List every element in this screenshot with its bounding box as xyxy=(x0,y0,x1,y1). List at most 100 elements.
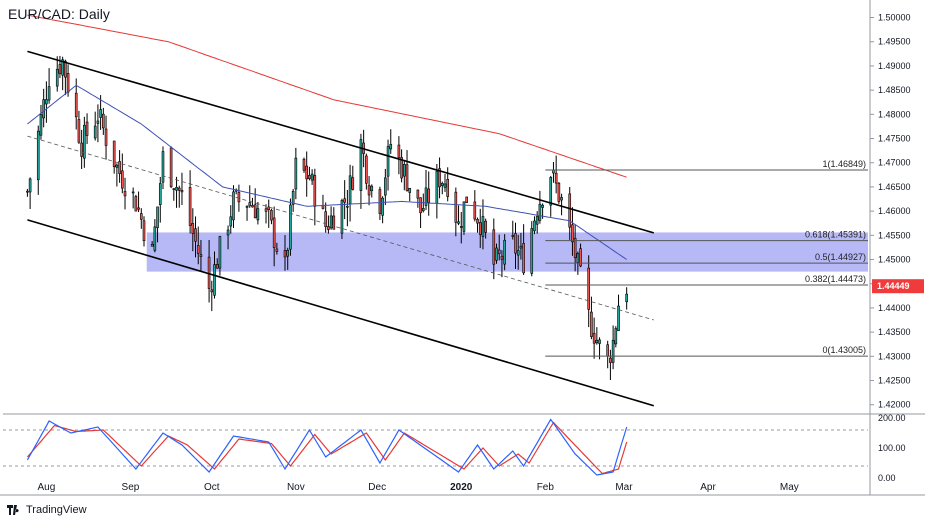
candle[interactable] xyxy=(595,327,599,345)
candle[interactable] xyxy=(245,205,249,221)
candle[interactable] xyxy=(308,166,311,181)
candle[interactable] xyxy=(58,55,62,79)
candle[interactable] xyxy=(161,146,165,190)
candle[interactable] xyxy=(256,201,260,225)
candle[interactable] xyxy=(522,224,525,276)
candle[interactable] xyxy=(264,204,268,224)
candle[interactable] xyxy=(80,129,83,170)
tradingview-brand[interactable]: TradingView xyxy=(6,503,87,517)
candle[interactable] xyxy=(568,187,572,240)
candle[interactable] xyxy=(169,146,173,189)
candle[interactable] xyxy=(310,169,314,185)
candle[interactable] xyxy=(386,139,390,191)
candle[interactable] xyxy=(253,188,257,219)
candle[interactable] xyxy=(609,349,612,380)
candle[interactable] xyxy=(378,186,382,220)
candle[interactable] xyxy=(99,95,102,130)
candle[interactable] xyxy=(153,219,157,253)
candle[interactable] xyxy=(83,116,86,168)
candle[interactable] xyxy=(324,202,327,233)
candle[interactable] xyxy=(215,258,219,269)
candle[interactable] xyxy=(495,243,498,264)
candle[interactable] xyxy=(42,88,45,128)
candle[interactable] xyxy=(497,234,501,261)
candle[interactable] xyxy=(592,317,596,359)
candle[interactable] xyxy=(134,194,138,212)
candle[interactable] xyxy=(150,241,154,247)
candle[interactable] xyxy=(96,104,100,143)
candle[interactable] xyxy=(218,235,222,276)
candle[interactable] xyxy=(294,147,298,200)
candle[interactable] xyxy=(462,201,466,235)
candle[interactable] xyxy=(267,199,271,228)
candle[interactable] xyxy=(112,140,116,174)
candlesticks[interactable] xyxy=(26,55,628,380)
candle[interactable] xyxy=(590,296,593,340)
candle[interactable] xyxy=(199,240,203,272)
candle[interactable] xyxy=(459,212,463,244)
candle[interactable] xyxy=(381,196,384,224)
candle[interactable] xyxy=(302,157,306,173)
candle[interactable] xyxy=(177,185,181,208)
candle[interactable] xyxy=(454,187,458,237)
candle[interactable] xyxy=(617,294,620,331)
candle[interactable] xyxy=(500,250,504,278)
candle[interactable] xyxy=(329,206,333,230)
candle[interactable] xyxy=(465,196,468,204)
candle[interactable] xyxy=(408,187,412,202)
candle[interactable] xyxy=(36,125,40,195)
price-axis[interactable]: 1.50000 1.49500 1.49000 1.48500 1.48000 1.475… xyxy=(870,13,924,410)
candle[interactable] xyxy=(438,157,441,199)
stochastic-panel[interactable]: 200.00 100.00 0.00 xyxy=(3,413,906,483)
candle[interactable] xyxy=(123,177,127,210)
candle[interactable] xyxy=(351,165,355,191)
candle[interactable] xyxy=(538,190,542,224)
candle[interactable] xyxy=(191,208,195,252)
candle[interactable] xyxy=(291,188,295,212)
candle[interactable] xyxy=(55,56,59,92)
candle[interactable] xyxy=(28,177,32,210)
candle[interactable] xyxy=(519,232,523,260)
candle[interactable] xyxy=(514,222,517,269)
candle[interactable] xyxy=(139,208,143,229)
candle[interactable] xyxy=(283,235,287,271)
candle[interactable] xyxy=(370,184,374,198)
candle[interactable] xyxy=(156,206,159,243)
candle[interactable] xyxy=(226,225,230,250)
candle[interactable] xyxy=(332,207,336,230)
candle[interactable] xyxy=(137,191,140,213)
candle[interactable] xyxy=(47,68,51,104)
candle[interactable] xyxy=(533,216,536,235)
candle[interactable] xyxy=(367,176,371,206)
candle[interactable] xyxy=(118,150,121,183)
candle[interactable] xyxy=(400,149,403,183)
candle[interactable] xyxy=(530,221,534,277)
candle[interactable] xyxy=(64,59,67,96)
candle[interactable] xyxy=(102,107,105,135)
time-axis[interactable]: Aug Sep Oct Nov Dec 2020 Feb Mar Apr May xyxy=(37,482,798,493)
candle[interactable] xyxy=(440,181,444,195)
candle[interactable] xyxy=(175,176,178,208)
candle[interactable] xyxy=(365,153,368,190)
candle[interactable] xyxy=(121,153,124,194)
candle[interactable] xyxy=(481,199,485,250)
candle[interactable] xyxy=(457,205,460,226)
candle[interactable] xyxy=(343,180,346,220)
candle[interactable] xyxy=(313,168,317,226)
candle[interactable] xyxy=(503,234,506,271)
candle[interactable] xyxy=(478,208,482,248)
candle[interactable] xyxy=(389,129,393,154)
candle[interactable] xyxy=(275,242,279,255)
candle[interactable] xyxy=(270,208,273,225)
candle[interactable] xyxy=(172,188,176,201)
candle[interactable] xyxy=(210,280,214,312)
candle[interactable] xyxy=(346,189,349,227)
channel-upper-line[interactable] xyxy=(27,50,655,234)
candle[interactable] xyxy=(587,255,591,328)
candle[interactable] xyxy=(359,133,363,209)
candle[interactable] xyxy=(516,234,520,270)
candle[interactable] xyxy=(158,176,162,223)
candle[interactable] xyxy=(557,181,561,204)
candle[interactable] xyxy=(549,175,553,217)
